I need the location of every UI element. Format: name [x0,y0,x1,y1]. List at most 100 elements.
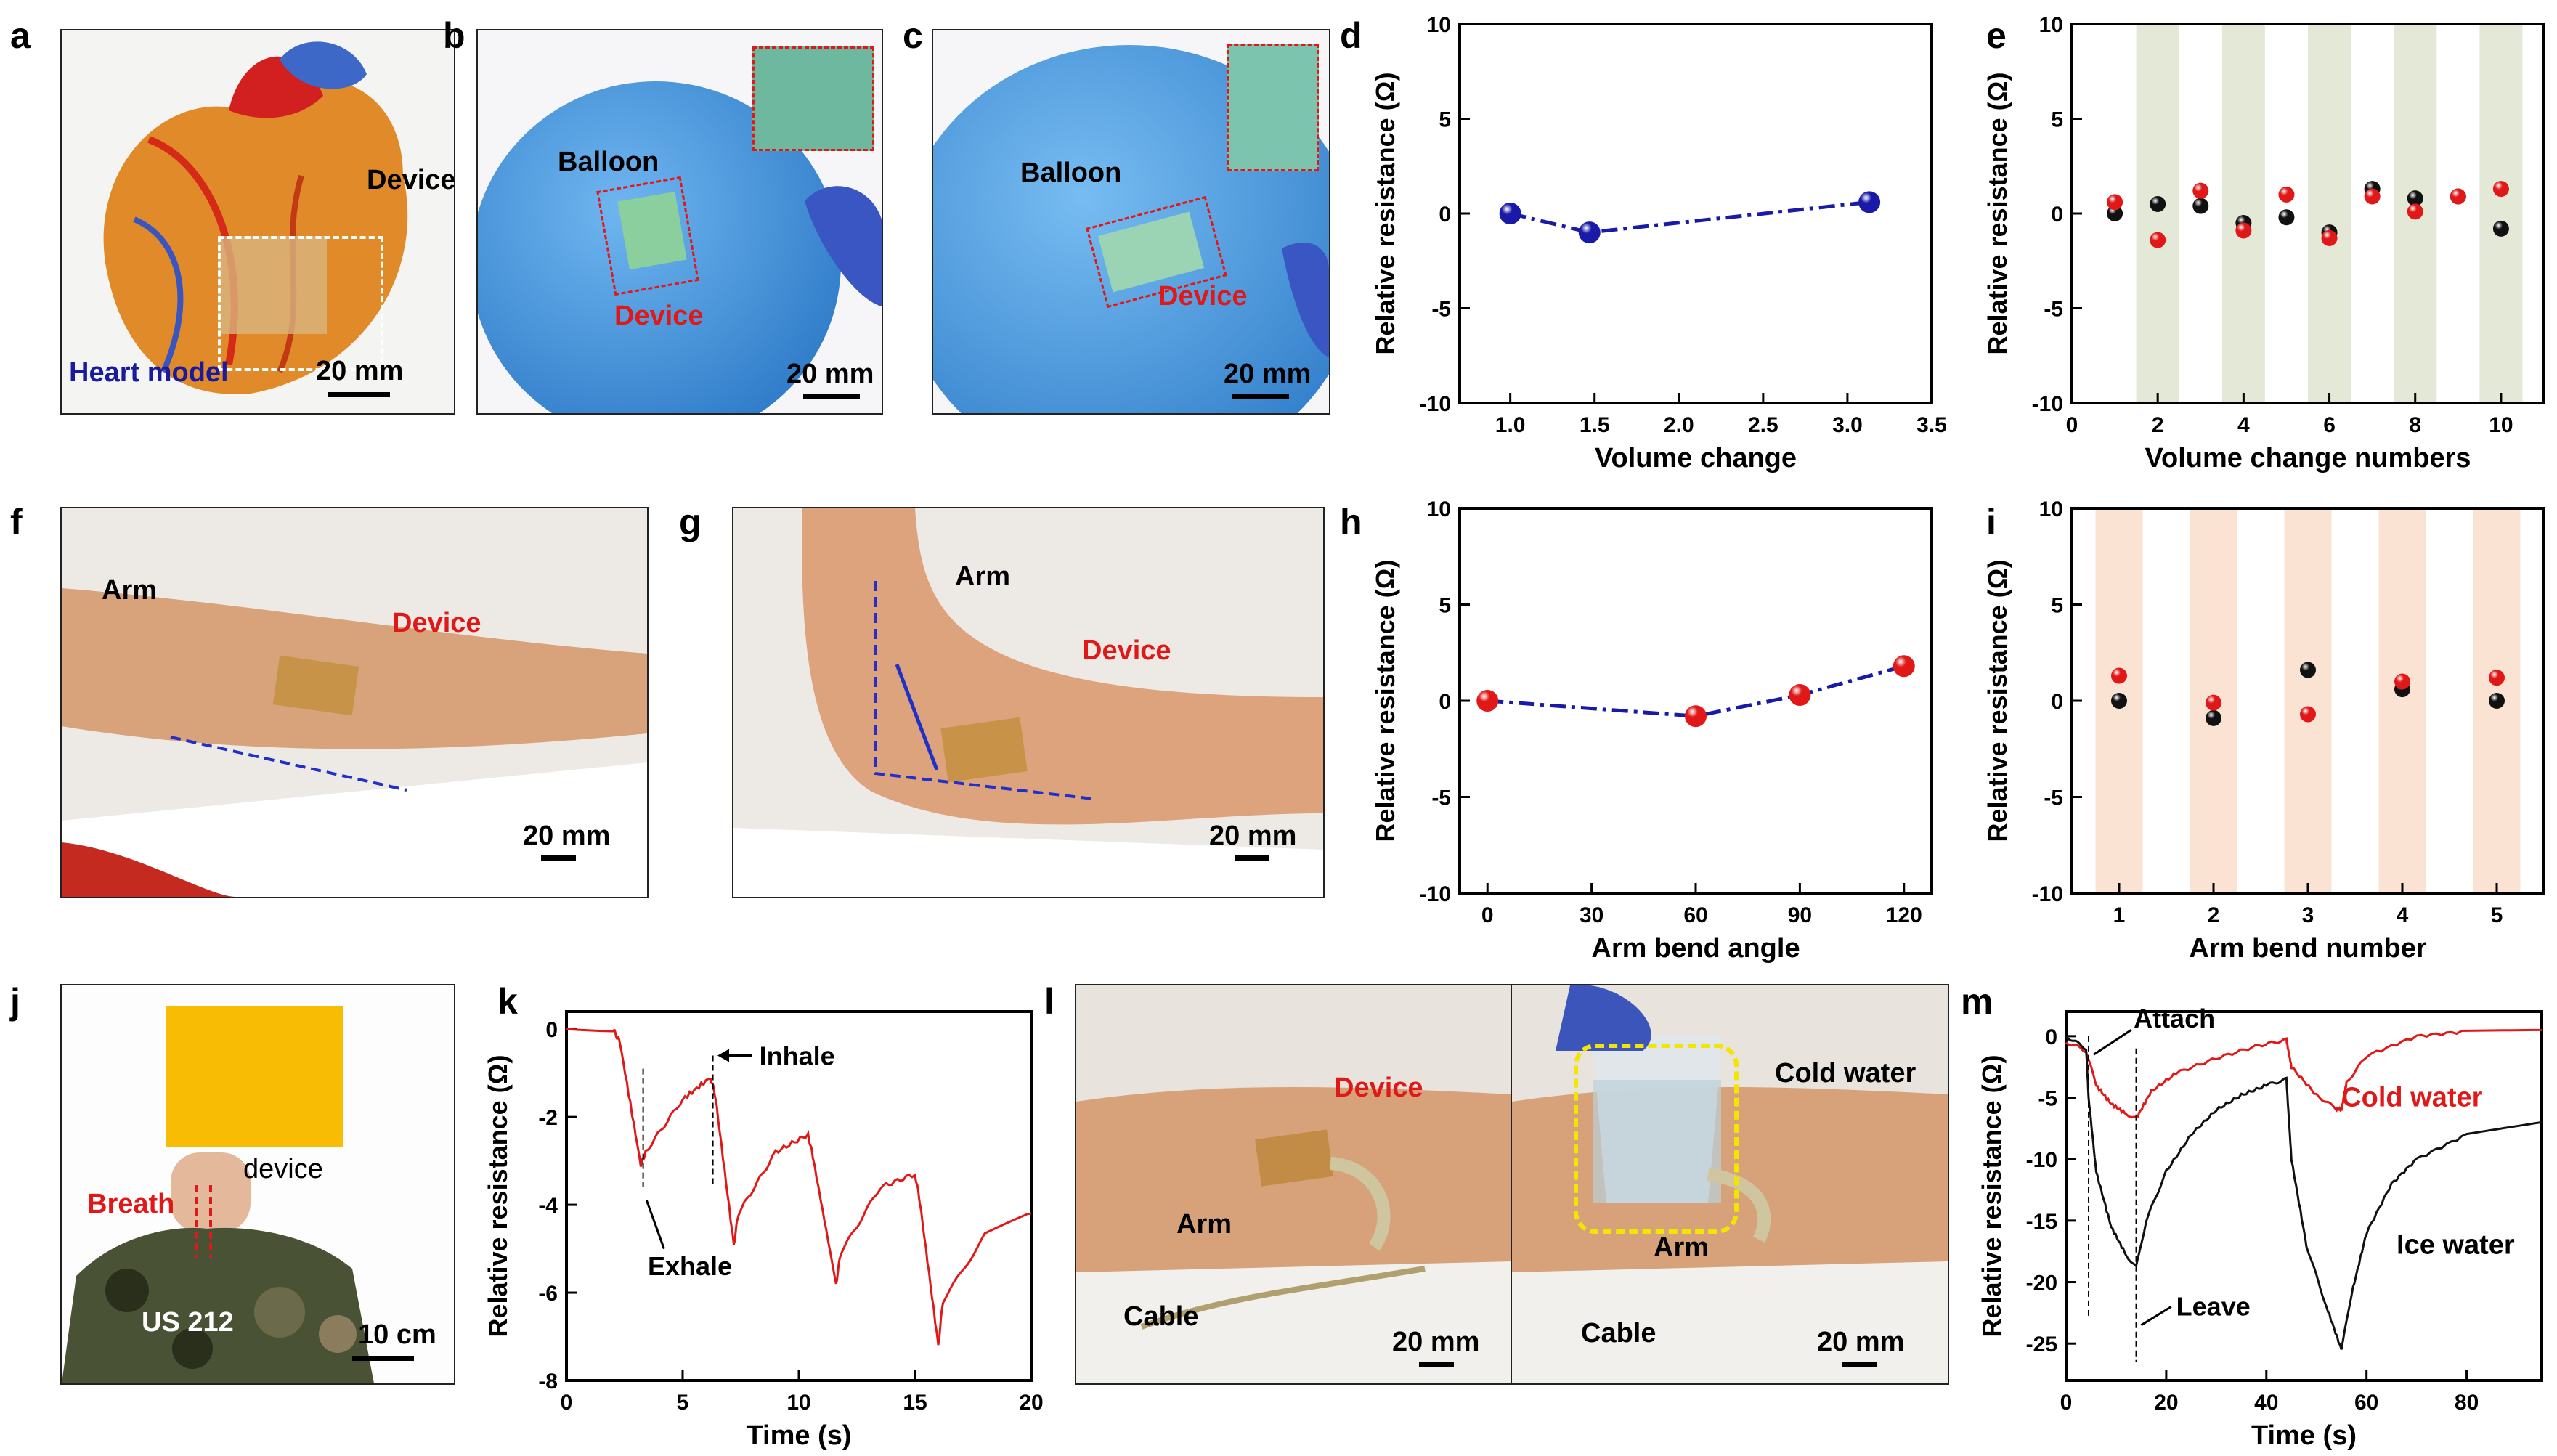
x-tick-label: 15 [903,1391,927,1415]
data-point [1858,191,1881,213]
y-axis-label: Relative resistance (Ω) [483,1054,513,1337]
y-axis-label: Relative resistance (Ω) [1983,72,2012,354]
data-point [2364,188,2381,205]
label-balloon: Balloon [1020,158,1122,188]
x-tick-label: 10 [786,1391,810,1415]
y-tick-label: 0 [1439,203,1451,227]
scale-bar [1842,1362,1877,1367]
photo-balloon-c: Balloon Device 20 mm [932,29,1330,415]
y-tick-label: -10 [2032,882,2063,906]
cup-dashed-box [1574,1044,1739,1234]
panel-letter-g: g [679,502,702,542]
x-tick-label: 10 [2489,413,2513,437]
y-tick-label: -25 [2026,1333,2057,1357]
data-point [1893,655,1915,678]
panel-letter-c: c [903,15,923,56]
y-axis-label: Relative resistance (Ω) [1977,1054,2007,1337]
panel-letter-e: e [1986,15,2007,56]
x-axis-label: Volume change numbers [2145,443,2471,473]
x-tick-label: 5 [677,1391,689,1415]
data-point [2111,693,2127,709]
scale-bar [352,1356,414,1361]
photo-arm-l-right: Cold water Arm Cable 20 mm [1511,984,1949,1385]
chart-d-frame [1458,23,1933,404]
y-tick-label: -5 [2044,786,2063,810]
arm-drawing-l-left [1076,1087,1512,1383]
data-point [2206,709,2221,726]
scale-label: 20 mm [523,821,611,851]
x-axis-label: Arm bend number [2189,933,2426,964]
data-point [2235,222,2252,239]
label-cable: Cable [1123,1301,1199,1332]
label-arm: Arm [102,575,158,606]
data-point [2450,188,2466,205]
label-device: Device [1158,281,1248,312]
scale-bar [1419,1362,1454,1367]
panel-letter-i: i [1986,502,1996,542]
inhale-arrowhead [717,1049,729,1062]
exhale-arrow [645,1200,665,1250]
y-tick-label: 5 [2051,108,2063,132]
x-tick-label: 0 [1481,903,1494,927]
label-arm: Arm [1654,1232,1710,1263]
y-tick-label: 0 [545,1018,558,1042]
exhale-label: Exhale [648,1251,732,1281]
panel-letter-m: m [1961,981,1993,1022]
scale-label: 10 cm [358,1319,436,1350]
x-tick-label: 3.0 [1832,413,1863,437]
scale-label: 20 mm [316,356,404,386]
data-point [2492,220,2509,237]
chart-e: 0 2 4 6 8 10 -10 -5 0 5 10 Volume change numbers Rel… [1983,13,2545,473]
scale-bar [541,855,576,861]
chart-i-band [2378,508,2426,893]
chart-e-band [2221,24,2265,403]
x-tick-label: 20 [1019,1391,1043,1415]
chart-i-band [2284,508,2332,893]
photo-heart-model: Device Heart model 20 mm [60,29,455,415]
shirt-text: US 212 [142,1307,234,1338]
y-tick-label: -5 [2044,298,2063,322]
panel-letter-h: h [1340,502,1362,542]
y-tick-label: 0 [2045,1025,2057,1049]
label-device: Device [392,608,481,638]
label-balloon: Balloon [558,147,659,177]
scale-label: 20 mm [1209,821,1297,851]
y-tick-label: -4 [538,1194,558,1218]
y-tick-label: -5 [1431,298,1451,322]
data-point [2278,186,2295,203]
label-breath: Breath [87,1189,175,1219]
data-point [2321,229,2338,246]
y-axis-label: Relative resistance (Ω) [1370,72,1400,354]
cold-water-label: Cold water [2341,1083,2482,1113]
x-tick-label: 0 [561,1391,573,1415]
x-tick-label: 3.5 [1916,413,1947,437]
x-tick-label: 5 [2491,903,2503,927]
attach-label: Attach [2134,1004,2215,1033]
data-point [1789,684,1811,707]
face-cover [166,1006,343,1147]
data-point [2394,673,2410,690]
x-tick-label: 2.5 [1748,413,1778,437]
label-device: device [243,1154,323,1184]
scale-label: 20 mm [786,359,874,389]
person-drawing [62,1152,374,1383]
photo-balloon-b: Balloon Device 20 mm [476,29,883,415]
label-arm: Arm [1176,1209,1232,1240]
panel-letter-j: j [10,981,20,1022]
data-point [2150,232,2166,248]
y-axis-label: Relative resistance (Ω) [1983,559,2012,842]
balloon-drawing-b [478,81,882,413]
series-breath [566,1028,1032,1346]
y-tick-label: -10 [1420,392,1451,416]
label-cold-water: Cold water [1775,1058,1916,1089]
inset-device [752,46,874,151]
chart-h-frame [1458,507,1933,895]
x-tick-label: 6 [2323,413,2336,437]
y-axis-label: Relative resistance (Ω) [1370,559,1400,842]
y-tick-label: 10 [1427,13,1451,37]
photo-arm-f: Arm Device 20 mm [60,507,649,898]
arm-drawing-g [733,508,1323,897]
panel-letter-d: d [1340,15,1362,56]
data-point [2278,209,2295,226]
data-point [2489,693,2505,709]
